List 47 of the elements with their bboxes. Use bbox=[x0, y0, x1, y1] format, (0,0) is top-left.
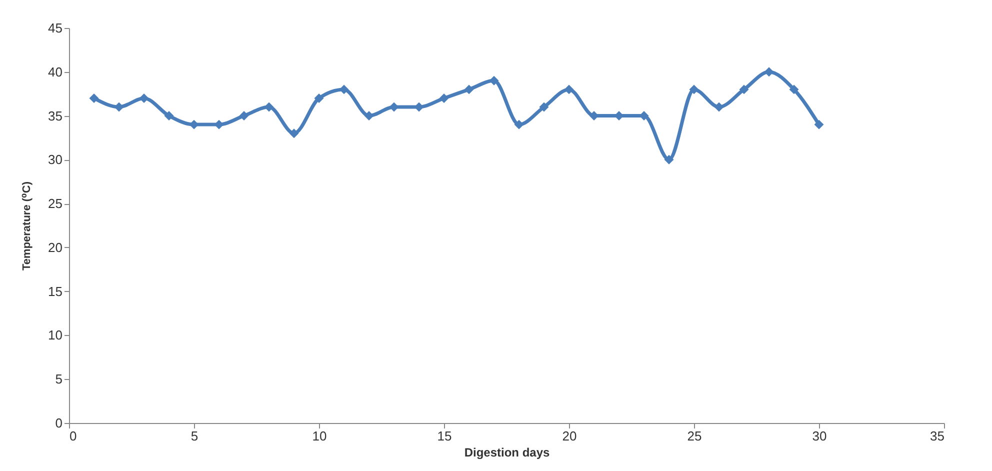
x-tick-label: 10 bbox=[312, 428, 327, 444]
point bbox=[139, 93, 149, 103]
y-axis-title: Temperature (⁰C) bbox=[21, 181, 34, 270]
y-tick-label: 45 bbox=[48, 20, 62, 36]
x-tick-label: 20 bbox=[562, 428, 577, 444]
point bbox=[764, 67, 774, 77]
y-tick-label: 30 bbox=[48, 152, 62, 168]
point bbox=[314, 93, 324, 103]
point bbox=[339, 84, 349, 94]
point bbox=[789, 84, 799, 94]
y-tick-label: 0 bbox=[55, 416, 62, 430]
point bbox=[489, 76, 499, 86]
point bbox=[539, 102, 549, 112]
x-tick-label: 15 bbox=[437, 428, 452, 444]
x-tick-label: 35 bbox=[930, 428, 944, 444]
point bbox=[814, 120, 824, 130]
point bbox=[389, 102, 399, 112]
point bbox=[414, 102, 424, 112]
y-tick-label: 40 bbox=[48, 64, 62, 80]
y-tick-label: 25 bbox=[48, 196, 62, 212]
point bbox=[214, 120, 224, 130]
x-tick-label: 0 bbox=[70, 428, 77, 444]
point bbox=[714, 102, 724, 112]
y-tick-label: 10 bbox=[48, 328, 62, 343]
x-tick-label: 30 bbox=[812, 428, 827, 444]
y-tick-label: 35 bbox=[48, 108, 62, 124]
point bbox=[164, 111, 174, 121]
point bbox=[364, 111, 374, 121]
point bbox=[289, 128, 299, 138]
point bbox=[89, 93, 99, 103]
y-tick-label: 20 bbox=[48, 240, 62, 255]
point bbox=[739, 84, 749, 94]
point bbox=[114, 102, 124, 112]
x-tick-label: 25 bbox=[687, 428, 702, 444]
y-tick-label: 15 bbox=[48, 284, 62, 299]
point bbox=[564, 84, 574, 94]
point bbox=[514, 120, 524, 130]
point bbox=[239, 111, 249, 121]
point bbox=[689, 84, 699, 94]
point bbox=[189, 120, 199, 130]
point bbox=[439, 93, 449, 103]
x-tick-label: 5 bbox=[190, 428, 198, 444]
point bbox=[664, 154, 674, 164]
y-tick-label: 5 bbox=[55, 372, 62, 387]
point bbox=[264, 102, 274, 112]
x-axis-title: Digestion days bbox=[464, 446, 550, 460]
point bbox=[464, 84, 474, 94]
